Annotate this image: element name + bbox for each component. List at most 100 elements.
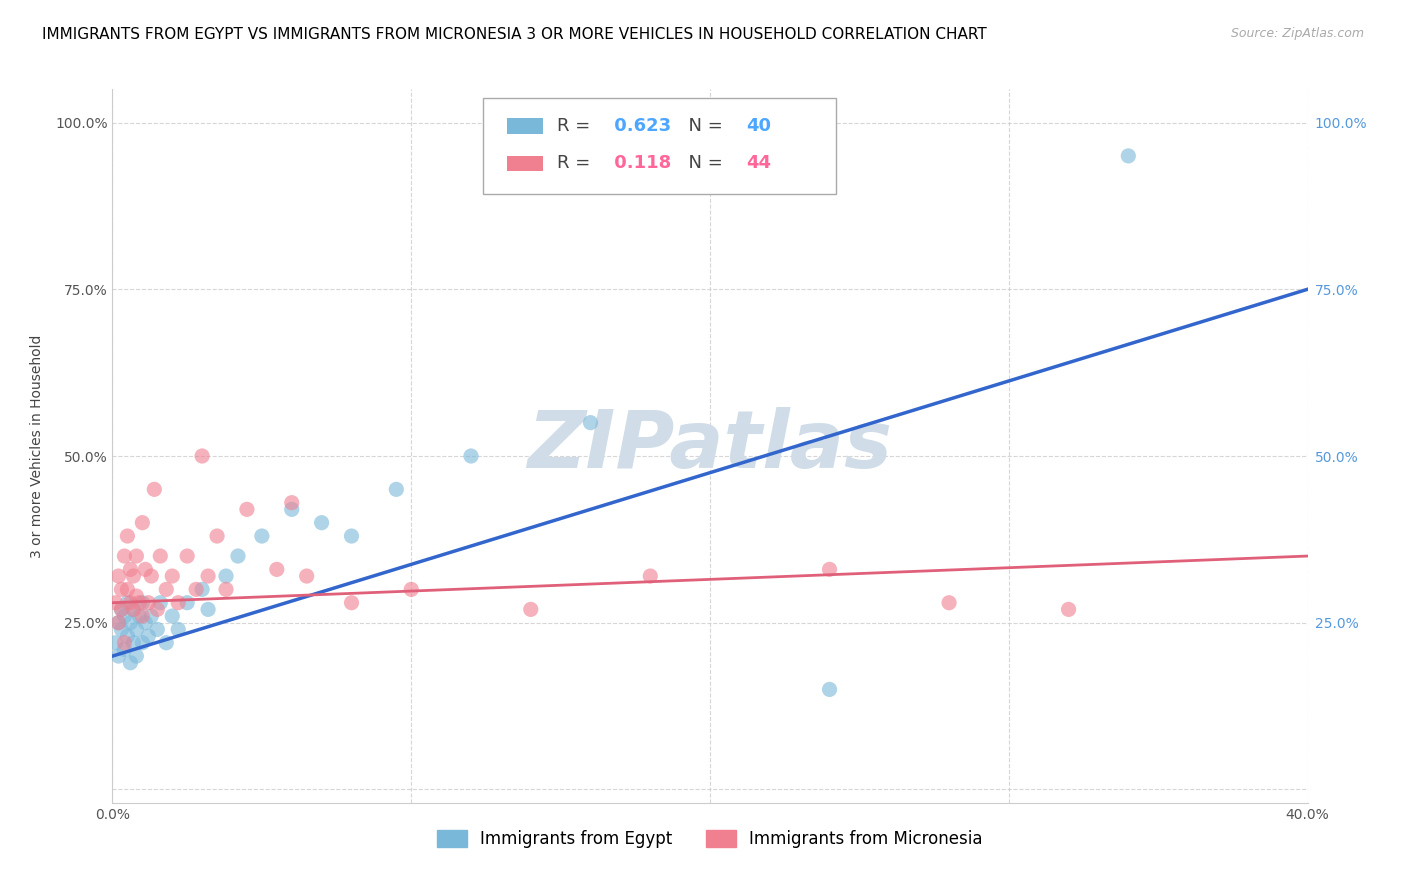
Point: [266, 562, 288, 576]
Point: [167, 596, 190, 610]
FancyBboxPatch shape: [508, 119, 543, 134]
Point: [110, 582, 132, 597]
Point: [176, 596, 198, 610]
Text: N =: N =: [676, 154, 728, 172]
Y-axis label: 3 or more Vehicles in Household: 3 or more Vehicles in Household: [30, 334, 44, 558]
Point: [110, 602, 132, 616]
Point: [141, 569, 163, 583]
Text: N =: N =: [676, 118, 728, 136]
Point: [236, 502, 259, 516]
Point: [640, 569, 662, 583]
Point: [131, 636, 153, 650]
Point: [205, 529, 228, 543]
Point: [149, 549, 172, 563]
Text: ZIPatlas: ZIPatlas: [527, 407, 893, 485]
Point: [117, 529, 139, 543]
Point: [122, 636, 145, 650]
Point: [122, 602, 145, 616]
Point: [131, 516, 153, 530]
Point: [138, 596, 160, 610]
Point: [134, 615, 156, 630]
Point: [176, 549, 198, 563]
Point: [579, 416, 602, 430]
Point: [295, 569, 318, 583]
Point: [186, 582, 208, 597]
Legend: Immigrants from Egypt, Immigrants from Micronesia: Immigrants from Egypt, Immigrants from M…: [430, 823, 990, 855]
Point: [818, 682, 841, 697]
Point: [128, 596, 150, 610]
Point: [226, 549, 249, 563]
Text: R =: R =: [557, 154, 596, 172]
Point: [120, 562, 142, 576]
Point: [401, 582, 423, 597]
FancyBboxPatch shape: [508, 155, 543, 171]
Point: [197, 602, 219, 616]
Point: [117, 582, 139, 597]
Point: [281, 502, 304, 516]
Point: [281, 496, 304, 510]
Point: [107, 615, 129, 630]
Point: [149, 596, 172, 610]
Point: [117, 596, 139, 610]
Point: [117, 629, 139, 643]
Point: [311, 516, 333, 530]
Point: [120, 656, 142, 670]
Point: [340, 529, 363, 543]
Point: [215, 569, 238, 583]
Point: [143, 483, 166, 497]
Point: [131, 609, 153, 624]
Point: [107, 649, 129, 664]
Point: [155, 582, 177, 597]
Point: [215, 582, 238, 597]
Point: [114, 609, 135, 624]
Point: [520, 602, 543, 616]
Point: [114, 642, 135, 657]
Point: [1057, 602, 1080, 616]
Text: IMMIGRANTS FROM EGYPT VS IMMIGRANTS FROM MICRONESIA 3 OR MORE VEHICLES IN HOUSEH: IMMIGRANTS FROM EGYPT VS IMMIGRANTS FROM…: [42, 27, 987, 42]
Point: [191, 582, 214, 597]
Text: Source: ZipAtlas.com: Source: ZipAtlas.com: [1230, 27, 1364, 40]
Point: [125, 589, 148, 603]
Point: [191, 449, 214, 463]
Point: [125, 649, 148, 664]
Point: [120, 596, 142, 610]
Point: [818, 562, 841, 576]
Point: [120, 615, 142, 630]
Point: [162, 609, 183, 624]
Text: 44: 44: [747, 154, 770, 172]
Point: [155, 636, 177, 650]
Point: [141, 609, 163, 624]
FancyBboxPatch shape: [484, 98, 835, 194]
Point: [122, 602, 145, 616]
Point: [197, 569, 219, 583]
Point: [107, 569, 129, 583]
Point: [938, 596, 960, 610]
Point: [125, 549, 148, 563]
Text: 40: 40: [747, 118, 770, 136]
Point: [146, 623, 169, 637]
Point: [1118, 149, 1140, 163]
Point: [385, 483, 408, 497]
Point: [138, 629, 160, 643]
Point: [128, 609, 150, 624]
Point: [162, 569, 183, 583]
Point: [114, 549, 135, 563]
Point: [104, 596, 127, 610]
Point: [250, 529, 273, 543]
Point: [134, 562, 156, 576]
Text: 0.118: 0.118: [609, 154, 672, 172]
Point: [131, 596, 153, 610]
Point: [125, 623, 148, 637]
Point: [122, 569, 145, 583]
Point: [146, 602, 169, 616]
Point: [114, 636, 135, 650]
Point: [110, 623, 132, 637]
Point: [340, 596, 363, 610]
Point: [167, 623, 190, 637]
Point: [110, 602, 132, 616]
Text: R =: R =: [557, 118, 596, 136]
Point: [107, 615, 129, 630]
Text: 0.623: 0.623: [609, 118, 672, 136]
Point: [460, 449, 482, 463]
Point: [104, 636, 127, 650]
